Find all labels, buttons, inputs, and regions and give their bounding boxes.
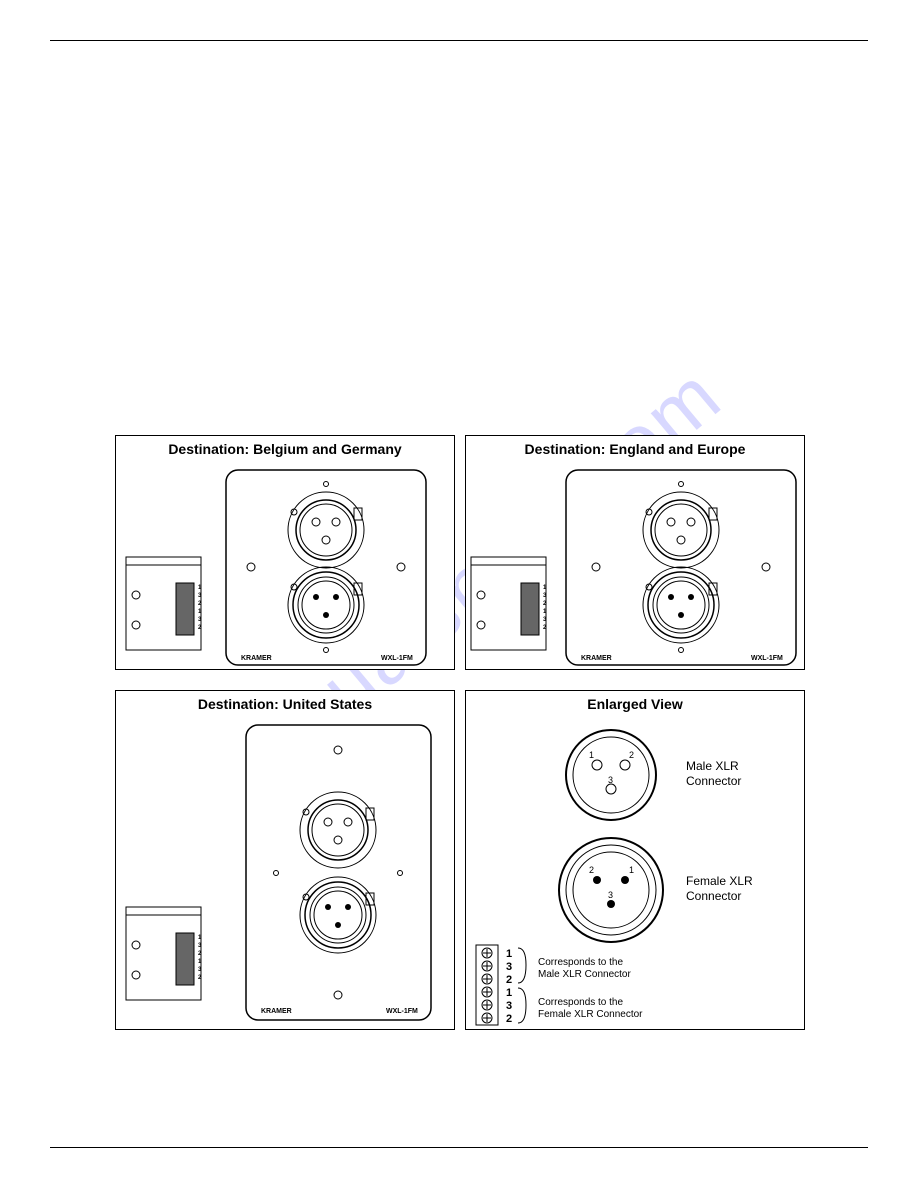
- panel-belgium-germany: Destination: Belgium and Germany 1 3 2 1…: [115, 435, 455, 670]
- diagram-container: Destination: Belgium and Germany 1 3 2 1…: [115, 435, 805, 1050]
- corresp-female-2: Female XLR Connector: [538, 1009, 643, 1020]
- female-pin-1: 1: [629, 865, 634, 875]
- diagram-row-2: Destination: United States 1 3 2 1 3 2: [115, 690, 805, 1030]
- svg-text:1: 1: [506, 948, 512, 960]
- female-pin-2: 2: [589, 865, 594, 875]
- model-label: WXL-1FM: [751, 655, 783, 662]
- male-pin-1: 1: [589, 750, 594, 760]
- panel-c-title: Destination: United States: [116, 691, 454, 720]
- model-label: WXL-1FM: [386, 1008, 418, 1015]
- male-pin-2: 2: [629, 750, 634, 760]
- male-label-2: Connector: [686, 774, 741, 788]
- female-label-1: Female XLR: [686, 874, 753, 888]
- panel-b-title: Destination: England and Europe: [466, 436, 804, 465]
- svg-text:3: 3: [506, 961, 512, 973]
- male-label-1: Male XLR: [686, 759, 739, 773]
- panel-d-title: Enlarged View: [466, 691, 804, 720]
- corresp-male-2: Male XLR Connector: [538, 969, 631, 980]
- diagram-row-1: Destination: Belgium and Germany 1 3 2 1…: [115, 435, 805, 670]
- panel-enlarged-view: Enlarged View 1 2 3 Male XLR Connector: [465, 690, 805, 1030]
- panel-a-title: Destination: Belgium and Germany: [116, 436, 454, 465]
- female-pin-3: 3: [608, 890, 613, 900]
- model-label: WXL-1FM: [381, 655, 413, 662]
- brand-label: KRAMER: [581, 655, 612, 662]
- brand-label: KRAMER: [241, 655, 272, 662]
- panel-a-diagram: 1 3 2 1 3 2: [116, 465, 456, 670]
- panel-c-diagram: 1 3 2 1 3 2: [116, 720, 456, 1030]
- corresp-female-1: Corresponds to the: [538, 997, 623, 1008]
- panel-england-europe: Destination: England and Europe 1 3 2 1 …: [465, 435, 805, 670]
- panel-d-diagram: 1 2 3 Male XLR Connector 1 2: [466, 720, 806, 1030]
- svg-text:1: 1: [506, 987, 512, 999]
- panel-b-diagram: 1 3 2 1 3 2: [466, 465, 806, 670]
- svg-text:2: 2: [506, 1013, 512, 1025]
- svg-text:3: 3: [506, 1000, 512, 1012]
- female-label-2: Connector: [686, 889, 741, 903]
- corresp-male-1: Corresponds to the: [538, 957, 623, 968]
- male-pin-3: 3: [608, 775, 613, 785]
- svg-text:2: 2: [506, 974, 512, 986]
- brand-label: KRAMER: [261, 1008, 292, 1015]
- panel-united-states: Destination: United States 1 3 2 1 3 2: [115, 690, 455, 1030]
